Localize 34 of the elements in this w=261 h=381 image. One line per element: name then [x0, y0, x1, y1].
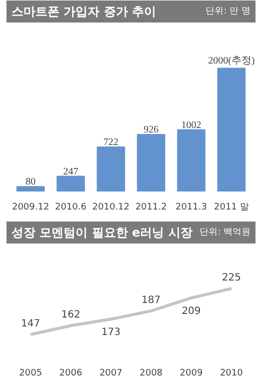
x-tick-label: 2011.2 — [135, 202, 167, 212]
x-tick-label: 2009.12 — [12, 202, 50, 212]
data-label: 173 — [101, 327, 120, 338]
chart-title: 성장 모멘텀이 필요한 e러닝 시장 — [12, 226, 192, 240]
data-label: 247 — [63, 166, 78, 178]
x-tick-label: 2010.12 — [92, 202, 130, 212]
data-label: 147 — [21, 318, 40, 330]
data-label: 926 — [144, 124, 159, 136]
text: 단위: 백억원 — [200, 228, 251, 238]
x-tick-label: 2005 — [19, 368, 42, 378]
x-tick-label: 2007 — [99, 368, 122, 378]
text: 단위: 만 명 — [206, 6, 251, 16]
x-tick-label: 2011 말 — [214, 202, 249, 212]
data-label: 225 — [222, 272, 241, 284]
x-tick-label: 2011.3 — [175, 202, 207, 212]
data-label: 1002 — [181, 120, 202, 131]
bar — [56, 176, 85, 192]
bar — [177, 129, 206, 192]
bar — [96, 146, 126, 192]
x-tick-label: 2009 — [180, 368, 203, 378]
x-tick-label: 2010 — [220, 368, 244, 378]
bar — [136, 134, 166, 192]
data-label: 80 — [26, 176, 36, 188]
data-label: 2000(추정) — [208, 55, 255, 66]
data-label: 187 — [142, 294, 161, 306]
bar — [16, 186, 45, 192]
bar — [217, 68, 246, 192]
x-tick-label: 2010.6 — [55, 202, 87, 212]
x-tick-label: 2008 — [140, 368, 163, 378]
data-label: 209 — [182, 306, 201, 317]
data-label: 162 — [61, 310, 80, 321]
x-tick-label: 2006 — [59, 368, 82, 378]
data-label: 722 — [103, 137, 118, 148]
chart-title: 스마트폰 가입자 증가 추이 — [12, 4, 156, 18]
